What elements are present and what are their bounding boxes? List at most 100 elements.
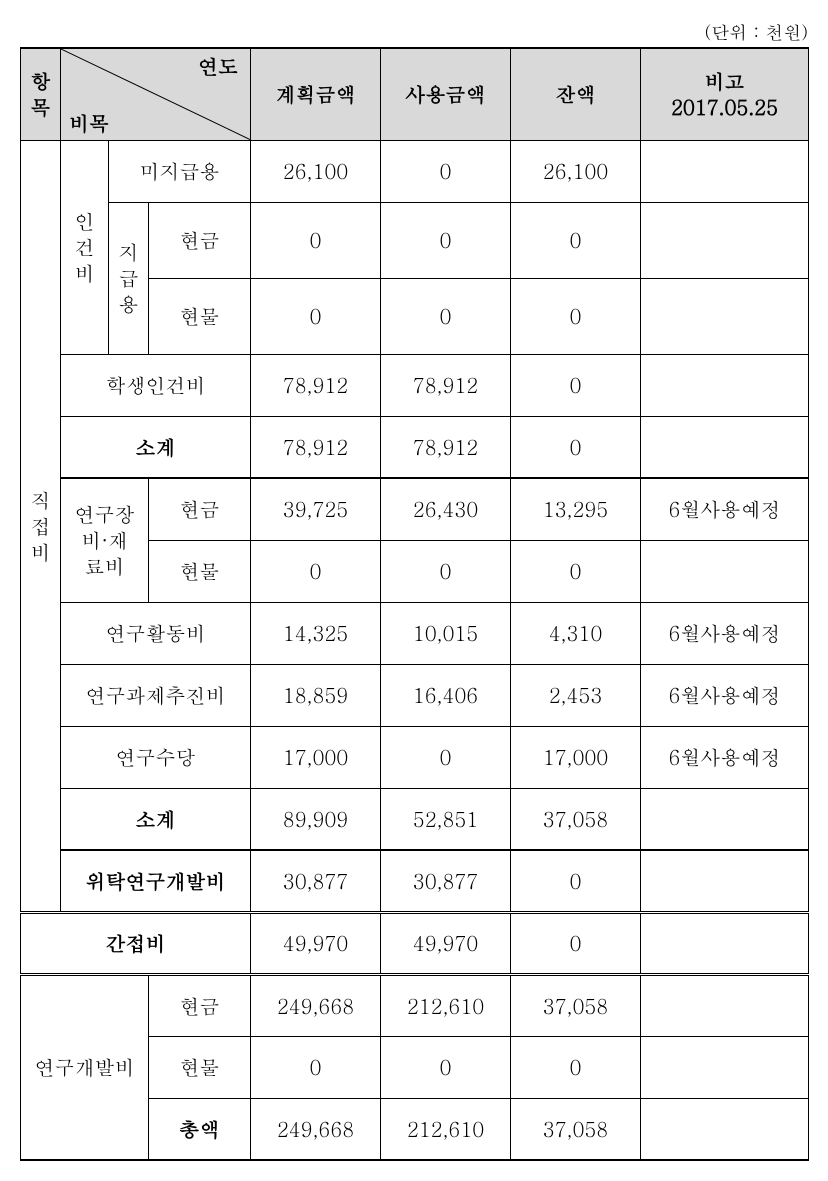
table-row: 연구과제추진비 18,859 16,406 2,453 6월사용예정 [21, 664, 809, 726]
cell-plan: 0 [251, 202, 381, 278]
table-row: 소계 78,912 78,912 0 [21, 416, 809, 478]
cell-balance: 26,100 [511, 140, 641, 202]
cell-plan: 249,668 [251, 1098, 381, 1160]
cell-note: 6월사용예정 [641, 602, 809, 664]
cell-used: 26,430 [381, 478, 511, 540]
label-cash: 현금 [149, 202, 251, 278]
label-cash: 현금 [149, 478, 251, 540]
cell-balance: 0 [511, 540, 641, 602]
cell-plan: 78,912 [251, 416, 381, 478]
table-row: 연구수당 17,000 0 17,000 6월사용예정 [21, 726, 809, 788]
table-row: 지 급 용 현금 0 0 0 [21, 202, 809, 278]
header-row: 항 목 연도 비목 계획금액 사용금액 잔액 비고 2017.05.25 [21, 48, 809, 140]
cell-note [641, 1036, 809, 1098]
cell-plan: 14,325 [251, 602, 381, 664]
col-balance: 잔액 [511, 48, 641, 140]
label-inkind: 현물 [149, 1036, 251, 1098]
budget-table: 항 목 연도 비목 계획금액 사용금액 잔액 비고 2017.05.25 직 접… [20, 47, 809, 1161]
col-hangmok: 항 목 [21, 48, 61, 140]
label-personnel: 인 건 비 [61, 140, 109, 354]
table-row: 연구활동비 14,325 10,015 4,310 6월사용예정 [21, 602, 809, 664]
cell-balance: 0 [511, 416, 641, 478]
cell-note [641, 202, 809, 278]
cell-balance: 0 [511, 202, 641, 278]
table-row: 간접비 49,970 49,970 0 [21, 912, 809, 974]
cell-used: 0 [381, 540, 511, 602]
label-contract: 위탁연구개발비 [61, 850, 251, 912]
cell-note [641, 1098, 809, 1160]
cell-used: 78,912 [381, 354, 511, 416]
col-note: 비고 2017.05.25 [641, 48, 809, 140]
cell-balance: 0 [511, 278, 641, 354]
cell-plan: 18,859 [251, 664, 381, 726]
cell-plan: 78,912 [251, 354, 381, 416]
col-used: 사용금액 [381, 48, 511, 140]
label-project: 연구과제추진비 [61, 664, 251, 726]
table-row: 학생인건비 78,912 78,912 0 [21, 354, 809, 416]
cell-used: 0 [381, 202, 511, 278]
label-student: 학생인건비 [61, 354, 251, 416]
cell-note [641, 912, 809, 974]
cell-used: 30,877 [381, 850, 511, 912]
label-unpaid: 미지급용 [109, 140, 251, 202]
label-inkind: 현물 [149, 540, 251, 602]
cell-used: 0 [381, 1036, 511, 1098]
cell-used: 10,015 [381, 602, 511, 664]
cell-used: 0 [381, 140, 511, 202]
label-indirect: 간접비 [21, 912, 251, 974]
label-allowance: 연구수당 [61, 726, 251, 788]
label-subtotal: 소계 [61, 788, 251, 850]
cell-note: 6월사용예정 [641, 726, 809, 788]
cell-balance: 0 [511, 1036, 641, 1098]
cell-plan: 0 [251, 1036, 381, 1098]
cell-plan: 30,877 [251, 850, 381, 912]
label-equip: 연구장 비·재 료비 [61, 478, 149, 602]
cell-balance: 37,058 [511, 1098, 641, 1160]
cell-plan: 26,100 [251, 140, 381, 202]
cell-balance: 0 [511, 354, 641, 416]
cell-balance: 0 [511, 912, 641, 974]
cell-note [641, 540, 809, 602]
cell-used: 212,610 [381, 1098, 511, 1160]
label-total: 총액 [149, 1098, 251, 1160]
cell-note [641, 850, 809, 912]
label-activity: 연구활동비 [61, 602, 251, 664]
label-subtotal: 소계 [61, 416, 251, 478]
cell-used: 78,912 [381, 416, 511, 478]
cell-used: 0 [381, 726, 511, 788]
cell-used: 212,610 [381, 974, 511, 1036]
cell-used: 16,406 [381, 664, 511, 726]
cell-note [641, 974, 809, 1036]
cell-plan: 89,909 [251, 788, 381, 850]
cell-note [641, 140, 809, 202]
cell-plan: 249,668 [251, 974, 381, 1036]
unit-label: (단위 : 천원) [20, 20, 808, 45]
cell-balance: 0 [511, 850, 641, 912]
cell-used: 52,851 [381, 788, 511, 850]
cell-balance: 37,058 [511, 788, 641, 850]
cell-plan: 49,970 [251, 912, 381, 974]
label-inkind: 현물 [149, 278, 251, 354]
cell-balance: 37,058 [511, 974, 641, 1036]
cell-plan: 39,725 [251, 478, 381, 540]
cell-plan: 0 [251, 540, 381, 602]
label-rnd: 연구개발비 [21, 974, 149, 1160]
cell-note: 6월사용예정 [641, 478, 809, 540]
cell-balance: 4,310 [511, 602, 641, 664]
col-bimok-yeondo: 연도 비목 [61, 48, 251, 140]
cell-plan: 17,000 [251, 726, 381, 788]
cell-note [641, 788, 809, 850]
cell-plan: 0 [251, 278, 381, 354]
col-plan: 계획금액 [251, 48, 381, 140]
table-row: 소계 89,909 52,851 37,058 [21, 788, 809, 850]
cell-note [641, 354, 809, 416]
cell-used: 0 [381, 278, 511, 354]
diag-yeondo: 연도 [198, 53, 238, 79]
label-paid: 지 급 용 [109, 202, 149, 354]
cell-note [641, 278, 809, 354]
table-row: 연구장 비·재 료비 현금 39,725 26,430 13,295 6월사용예… [21, 478, 809, 540]
cell-balance: 17,000 [511, 726, 641, 788]
cell-used: 49,970 [381, 912, 511, 974]
cell-balance: 2,453 [511, 664, 641, 726]
cell-balance: 13,295 [511, 478, 641, 540]
